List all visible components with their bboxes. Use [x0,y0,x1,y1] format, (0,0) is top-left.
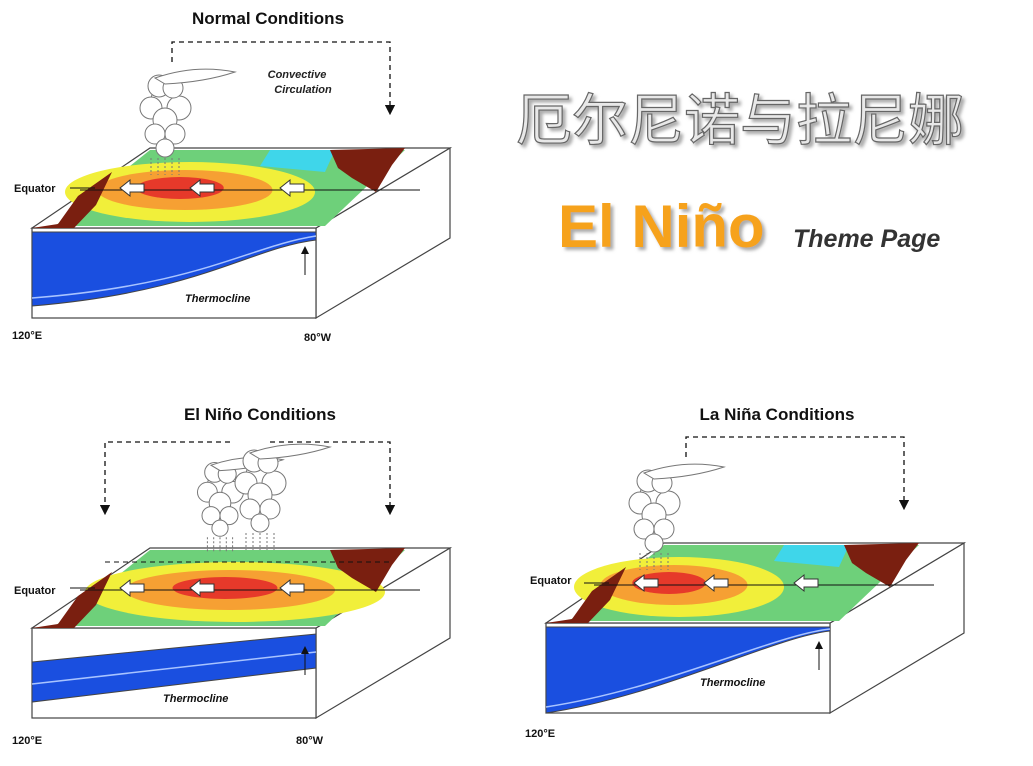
cold-water [260,150,335,172]
land-east [330,548,405,592]
land-east [330,148,405,192]
panel: El Niño Conditions Equator Thermocline 120°… [12,405,453,747]
wind-arrow [633,573,659,593]
cloud [164,123,186,145]
west-label: 120°E [12,735,42,747]
land-west [32,172,112,228]
wind-arrow [793,573,819,593]
wind-arrow [189,578,215,598]
panel-title: Normal Conditions [192,9,344,28]
wind-arrow [279,578,305,598]
logo-subtitle: Theme Page [793,225,940,253]
wind-arrow [279,178,305,198]
wind-arrow [703,573,729,593]
cloud [250,513,270,533]
equator-label: Equator [14,183,56,195]
page-title: 厄尔尼诺与拉尼娜 [516,89,964,152]
thermocline-label: Thermocline [163,693,228,705]
cloud [653,518,675,540]
cold-water [774,545,849,567]
circulation-arrow [270,441,396,516]
circulation-arrow [171,41,396,116]
cloud [155,138,175,158]
thermocline-line [31,235,317,299]
land-west [546,567,626,623]
land-east [844,543,919,587]
panel: La Niña Conditions Equator Thermocline 120°… [525,405,967,740]
west-label: 120°E [525,728,555,740]
cloud [644,533,664,553]
cloud [259,498,281,520]
cloud-top [153,68,237,85]
east-label: 80°W [304,332,332,344]
warm-red [632,572,706,594]
cloud [211,519,229,537]
panel: Normal Conditions Convective Circulation Eq… [12,9,453,344]
circulation-arrow [685,436,910,511]
panel-geometry [30,41,453,320]
warm-red [172,577,278,599]
panel-title: El Niño Conditions [184,405,336,424]
cloud-top [642,463,726,480]
thermocline-line [31,651,317,685]
panel-geometry [30,441,453,720]
panel-geometry [544,436,967,715]
warm-red [136,177,224,199]
circulation-label: Circulation [274,84,332,96]
thermocline-line [545,628,831,708]
wind-arrow [119,178,145,198]
thermocline-label: Thermocline [700,677,765,689]
equator-label: Equator [530,575,572,587]
circulation-label: Convective [268,69,327,81]
west-label: 120°E [12,330,42,342]
thermocline-label: Thermocline [185,293,250,305]
east-label: 80°W [296,735,324,747]
thermocline-water [31,231,317,307]
logo-name: El Niño [558,193,765,260]
cloud-top [248,443,332,460]
wind-arrow [189,178,215,198]
equator-label: Equator [14,585,56,597]
land-west [32,572,112,628]
panel-title: La Niña Conditions [700,405,855,424]
cloud [219,506,239,526]
wind-arrow [119,578,145,598]
